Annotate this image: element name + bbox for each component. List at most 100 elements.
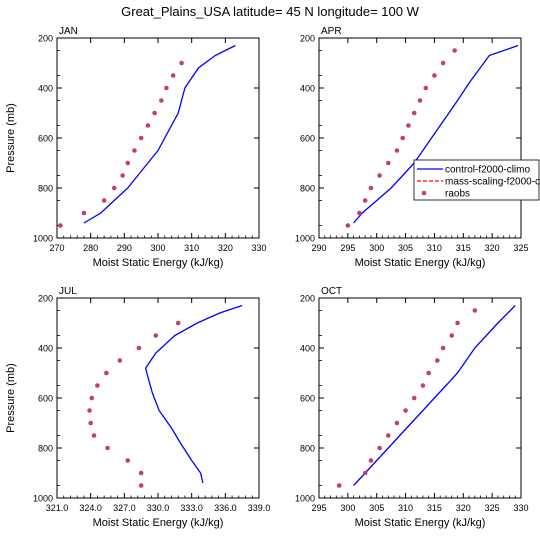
- y-tick-label: 400: [300, 84, 315, 94]
- raobs-point: [417, 98, 423, 103]
- y-tick-label: 1000: [295, 494, 315, 504]
- x-tick-label: 315: [456, 243, 471, 253]
- panel-jul: JUL 321.0 324.0 327.0 330.0 333.0 336.0 339.0 20…: [5, 286, 270, 529]
- x-tick-label: 300: [150, 243, 165, 253]
- raobs-point: [145, 123, 151, 128]
- x-tick-label: 321.0: [46, 503, 69, 513]
- y-tick-label: 1000: [33, 494, 53, 504]
- raobs-point: [87, 408, 92, 413]
- raobs-point: [377, 445, 382, 451]
- raobs-point: [58, 223, 63, 228]
- y-tick-label: 600: [300, 394, 315, 404]
- raobs-point: [88, 420, 93, 426]
- panel-label: JUL: [59, 286, 77, 297]
- x-axis-label: Moist Static Energy (kJ/kg): [355, 517, 486, 529]
- raobs-point: [101, 198, 107, 203]
- raobs-point: [403, 408, 408, 413]
- x-tick-label: 305: [398, 243, 413, 253]
- y-tick-label: 200: [300, 294, 315, 304]
- x-tick-label: 327.0: [113, 503, 136, 513]
- raobs-point: [435, 358, 440, 363]
- raobs-point: [138, 483, 144, 488]
- raobs-point: [138, 470, 144, 476]
- x-tick-label: 320: [218, 243, 233, 253]
- x-tick-label: 290: [117, 243, 132, 253]
- raobs-point: [452, 48, 457, 53]
- panels: JAN 270 280 290 300 310 320 330 200 400 600 800 1000…: [5, 26, 529, 529]
- raobs-point: [362, 470, 368, 476]
- x-tick-label: 310: [427, 243, 442, 253]
- y-tick-label: 1000: [295, 234, 315, 244]
- raobs-point: [132, 148, 137, 153]
- y-tick-label: 1000: [33, 234, 53, 244]
- raobs-point: [406, 123, 411, 128]
- raobs-point: [125, 160, 130, 166]
- x-tick-label: 330.0: [147, 503, 170, 513]
- legend-marker-raobs: [421, 190, 427, 196]
- x-tick-label: 320: [485, 243, 500, 253]
- x-tick-label: 310: [184, 243, 199, 253]
- raobs-point: [420, 383, 426, 388]
- panel-label: OCT: [321, 286, 342, 297]
- legend-box: [413, 159, 540, 201]
- y-tick-label: 600: [38, 394, 53, 404]
- raobs-point: [449, 333, 455, 338]
- raobs-point: [153, 333, 159, 338]
- x-tick-label: 315: [427, 503, 442, 513]
- series-line-control: [353, 44, 519, 224]
- x-axis-label: Moist Static Energy (kJ/kg): [93, 257, 224, 269]
- raobs-point: [111, 185, 117, 191]
- x-tick-label: 310: [398, 503, 413, 513]
- y-axis-label: Pressure (mb): [5, 363, 17, 433]
- panel-apr: APR 290 295 300 305 310 315 320 325 200 400 600 800 1…: [295, 26, 529, 269]
- x-axis-label: Moist Static Energy (kJ/kg): [355, 257, 486, 269]
- panel-label: APR: [321, 26, 342, 37]
- raobs-point: [357, 210, 362, 216]
- raobs-point: [104, 370, 109, 376]
- raobs-point: [411, 110, 417, 116]
- panel-jan: JAN 270 280 290 300 310 320 330 200 400 600 800 1000…: [5, 26, 267, 269]
- raobs-point: [368, 185, 374, 191]
- raobs-point: [394, 148, 400, 153]
- y-tick-label: 400: [38, 344, 53, 354]
- y-tick-label: 200: [38, 294, 53, 304]
- y-tick-label: 600: [300, 134, 315, 144]
- legend: control-f2000-climomass-scaling-f2000-cl…: [413, 159, 540, 201]
- series-line-control: [353, 305, 516, 486]
- raobs-point: [95, 383, 100, 388]
- x-tick-label: 325: [485, 503, 500, 513]
- series-line-control: [83, 44, 236, 224]
- y-tick-label: 800: [300, 184, 315, 194]
- x-tick-label: 320: [456, 503, 471, 513]
- raobs-point: [377, 173, 382, 178]
- raobs-point: [138, 135, 144, 141]
- x-tick-label: 339.0: [248, 503, 271, 513]
- y-tick-label: 800: [300, 444, 315, 454]
- figure-title: Great_Plains_USA latitude= 45 N longitud…: [121, 4, 419, 19]
- legend-label: mass-scaling-f2000-climo: [445, 177, 540, 188]
- x-tick-label: 295: [311, 503, 326, 513]
- x-tick-label: 290: [311, 243, 326, 253]
- raobs-point: [120, 173, 125, 178]
- x-axis-label: Moist Static Energy (kJ/kg): [93, 517, 224, 529]
- x-tick-label: 270: [49, 243, 64, 253]
- raobs-point: [105, 445, 110, 451]
- x-tick-label: 300: [369, 243, 384, 253]
- plot-frame: [56, 37, 260, 239]
- raobs-point: [89, 395, 95, 401]
- raobs-point: [440, 345, 446, 351]
- legend-label: control-f2000-climo: [445, 165, 530, 176]
- raobs-point: [345, 223, 351, 228]
- raobs-point: [385, 433, 391, 438]
- raobs-point: [455, 320, 460, 326]
- x-tick-label: 330: [513, 503, 528, 513]
- raobs-point: [117, 358, 123, 363]
- raobs-point: [152, 110, 157, 116]
- x-tick-label: 336.0: [214, 503, 237, 513]
- y-axis-label: Pressure (mb): [5, 103, 17, 173]
- raobs-point: [91, 433, 97, 438]
- x-tick-label: 324.0: [79, 503, 102, 513]
- raobs-point: [81, 210, 87, 216]
- y-tick-label: 600: [38, 134, 53, 144]
